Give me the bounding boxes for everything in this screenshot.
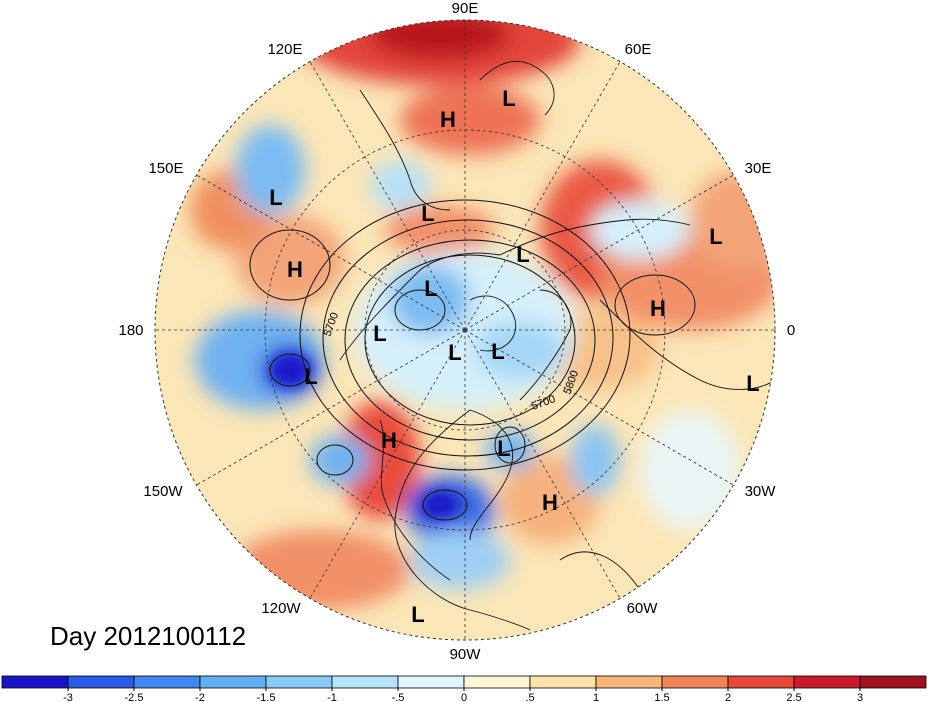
colorbar-tick-label: 1 (593, 692, 599, 702)
lon-label-90e: 90E (452, 0, 479, 17)
colorbar-swatch (529, 675, 597, 689)
colorbar-tick-label: .5 (525, 692, 534, 702)
pressure-center-high: H (440, 107, 456, 132)
map-boundary (154, 19, 776, 641)
contour-labels: 5700 5800 5700 (322, 311, 582, 413)
lon-label-150e: 150E (148, 160, 183, 177)
pressure-center-low: L (269, 185, 282, 210)
colorbar-tick-label: -2.5 (125, 692, 144, 702)
pressure-center-low: L (502, 86, 515, 111)
colorbar-tick-label: -1.5 (257, 692, 276, 702)
colorbar-tick-label: -2 (195, 692, 205, 702)
colorbar-tick-label: 1.5 (654, 692, 669, 702)
colorbar-swatch (661, 675, 729, 689)
pressure-center-high: H (542, 490, 558, 515)
lon-label-90w: 90W (450, 646, 482, 663)
pressure-center-low: L (304, 364, 317, 389)
lon-label-0: 0 (787, 322, 795, 339)
colorbar-swatch (1, 675, 69, 689)
day-label: Day 2012100112 (50, 621, 246, 651)
lon-label-30w: 30W (745, 483, 777, 500)
colorbar-tick-label: 2 (725, 692, 731, 702)
pressure-center-low: L (448, 340, 461, 365)
colorbar-swatch (595, 675, 663, 689)
colorbar-tick-label: -.5 (392, 692, 405, 702)
pressure-center-low: L (746, 371, 759, 396)
colorbar-swatch (463, 675, 531, 689)
colorbar-swatch (265, 675, 333, 689)
colorbar-swatch (331, 675, 399, 689)
pressure-center-low: L (373, 321, 386, 346)
lon-label-120e: 120E (267, 41, 302, 58)
pressure-center-low: L (411, 602, 424, 627)
colorbar-tick-label: 3 (857, 692, 863, 702)
pressure-center-high: H (650, 296, 666, 321)
lon-label-60w: 60W (627, 600, 659, 617)
pressure-centers: H L L L H L L L H L L L L L H L H L (269, 86, 759, 627)
lon-label-150w: 150W (143, 483, 183, 500)
colorbar-tick-label: -3 (63, 692, 73, 702)
colorbar-swatch (793, 675, 861, 689)
lon-label-30e: 30E (745, 160, 772, 177)
colorbar-tick-label: 0 (461, 692, 467, 702)
graticule (155, 20, 775, 640)
colorbar: -3 -2.5 -2 -1.5 -1 -.5 0 .5 1 1.5 2 2.5 3 (1, 675, 927, 702)
lon-label-60e: 60E (625, 41, 652, 58)
pressure-center-low: L (491, 339, 504, 364)
colorbar-swatch (133, 675, 201, 689)
lon-label-120w: 120W (261, 600, 301, 617)
colorbar-tick-label: -1 (327, 692, 337, 702)
colorbar-swatch (67, 675, 135, 689)
colorbar-swatch (859, 675, 927, 689)
colorbar-swatch (727, 675, 795, 689)
colorbar-tick-label: 2.5 (786, 692, 801, 702)
pressure-center-low: L (421, 201, 434, 226)
pressure-center-low: L (497, 436, 510, 461)
longitude-labels: 90E 60E 30E 0 30W 60W 90W 120W 150W 180 … (118, 0, 795, 663)
pressure-center-high: H (287, 257, 303, 282)
pressure-center-low: L (709, 224, 722, 249)
anomaly-field (155, 20, 775, 640)
pressure-center-high: H (381, 428, 397, 453)
colorbar-swatch (397, 675, 465, 689)
lon-label-180: 180 (118, 322, 143, 339)
pressure-center-low: L (424, 276, 437, 301)
pressure-center-low: L (516, 242, 529, 267)
colorbar-swatch (199, 675, 267, 689)
